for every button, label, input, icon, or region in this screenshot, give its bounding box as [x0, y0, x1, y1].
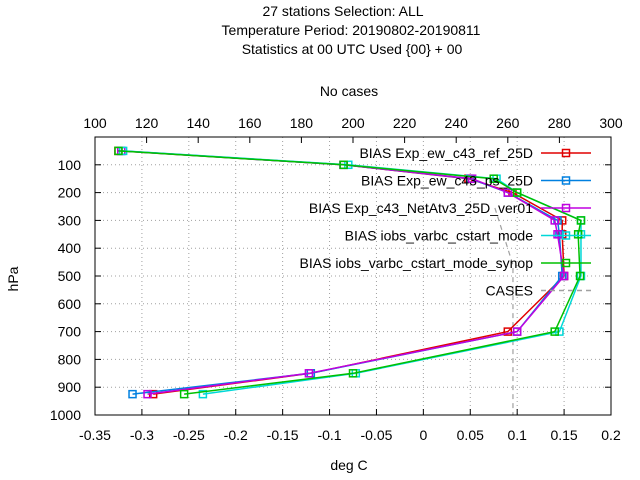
chart-title-line-3: Statistics at 00 UTC Used {00} + 00: [242, 41, 463, 57]
series-point: [339, 160, 348, 170]
legend: BIAS Exp_ew_c43_ref_25D BIAS Exp_ew_c43_p…: [300, 145, 591, 299]
series-line: [121, 150, 565, 395]
x-tick-label: 0.15: [550, 427, 577, 443]
x2-tick-label: 220: [393, 115, 417, 131]
legend-label: CASES: [486, 283, 533, 299]
series-point: [467, 174, 477, 183]
y-tick-label: 700: [58, 324, 82, 340]
y-tick-label: 600: [58, 296, 82, 312]
series-point: [503, 327, 513, 336]
series-point: [553, 230, 562, 239]
x-tick-label: -0.05: [360, 427, 392, 443]
y-tick-label: 100: [58, 157, 82, 173]
cases-line: [494, 207, 514, 415]
x-tick-label: -0.1: [317, 427, 341, 443]
x2-axis-label: No cases: [320, 83, 378, 99]
x-tick-label: -0.25: [173, 427, 205, 443]
series-point: [512, 327, 522, 336]
x2-tick-label: 200: [341, 115, 365, 131]
series-point: [128, 389, 137, 399]
x2-tick-label: 160: [238, 115, 262, 131]
series-point: [550, 327, 559, 336]
series-point: [348, 369, 358, 378]
x2-tick-label: 120: [135, 115, 159, 131]
series-point: [550, 216, 559, 225]
x2-tick-label: 300: [599, 115, 623, 131]
y-tick-label: 500: [58, 268, 82, 284]
series-layer: [114, 146, 586, 399]
series-point: [555, 327, 564, 336]
x-tick-label: -0.15: [267, 427, 299, 443]
legend-marker: [561, 231, 571, 240]
series-point: [503, 188, 513, 197]
legend-entry: BIAS Exp_c43_NetAtv3_25D_ver01: [309, 200, 591, 216]
legend-marker: [561, 148, 571, 158]
series-point: [576, 216, 586, 225]
series-point: [179, 389, 189, 399]
y-axis-label: hPa: [5, 266, 21, 291]
legend-label: BIAS iobs_varbc_cstart_mode: [345, 228, 534, 244]
axis-ticks: -0.35 -0.3 -0.25 -0.2 -0.15 -0.1 -0.05 0 0.05 0.1…: [50, 115, 623, 443]
y-tick-label: 400: [58, 240, 82, 256]
legend-label: BIAS iobs_varbc_cstart_mode_synop: [300, 255, 534, 271]
legend-entry: BIAS iobs_varbc_cstart_mode: [345, 228, 591, 244]
x2-tick-label: 180: [290, 115, 314, 131]
legend-entry: CASES: [486, 283, 591, 299]
y-tick-label: 300: [58, 212, 82, 228]
x-tick-label: 0.05: [457, 427, 484, 443]
series-point: [114, 146, 123, 156]
legend-label: BIAS Exp_ew_c43_ps_25D: [361, 173, 533, 189]
series-point: [575, 271, 585, 281]
x-tick-label: 0.1: [507, 427, 527, 443]
series-point: [143, 389, 152, 399]
series-line: [118, 150, 582, 395]
cases-series: [494, 207, 514, 415]
legend-entry: BIAS Exp_ew_c43_ref_25D: [359, 145, 591, 161]
series-point: [489, 174, 498, 183]
plot-frame: [94, 136, 612, 416]
chart-title-line-2: Temperature Period: 20190802-20190811: [222, 22, 481, 38]
x-axis-label: deg C: [330, 457, 367, 473]
series-point: [512, 188, 522, 197]
y-tick-label: 200: [58, 185, 82, 201]
x2-tick-label: 260: [496, 115, 520, 131]
x2-tick-label: 240: [445, 115, 469, 131]
x2-tick-label: 100: [83, 115, 107, 131]
series-point: [573, 230, 583, 239]
legend-entry: BIAS Exp_ew_c43_ps_25D: [361, 173, 591, 189]
x-tick-label: 0.2: [601, 427, 621, 443]
y-tick-label: 900: [58, 379, 82, 395]
legend-entry: BIAS iobs_varbc_cstart_mode_synop: [300, 255, 591, 271]
legend-label: BIAS Exp_ew_c43_ref_25D: [359, 145, 533, 161]
x-tick-label: 0: [419, 427, 427, 443]
legend-marker: [561, 176, 571, 185]
legend-marker: [561, 258, 571, 268]
series-point: [198, 389, 208, 399]
series-5: [114, 146, 586, 399]
y-tick-label: 800: [58, 351, 82, 367]
series-point: [559, 271, 569, 281]
legend-label: BIAS Exp_c43_NetAtv3_25D_ver01: [309, 200, 533, 216]
legend-marker: [561, 203, 571, 213]
x-tick-label: -0.35: [79, 427, 111, 443]
series-point: [304, 369, 314, 378]
x-tick-label: -0.2: [224, 427, 248, 443]
x2-tick-label: 140: [187, 115, 211, 131]
x2-tick-label: 280: [548, 115, 572, 131]
y-tick-label: 1000: [50, 407, 81, 423]
x-tick-label: -0.3: [130, 427, 154, 443]
chart-title-line-1: 27 stations Selection: ALL: [262, 3, 423, 19]
